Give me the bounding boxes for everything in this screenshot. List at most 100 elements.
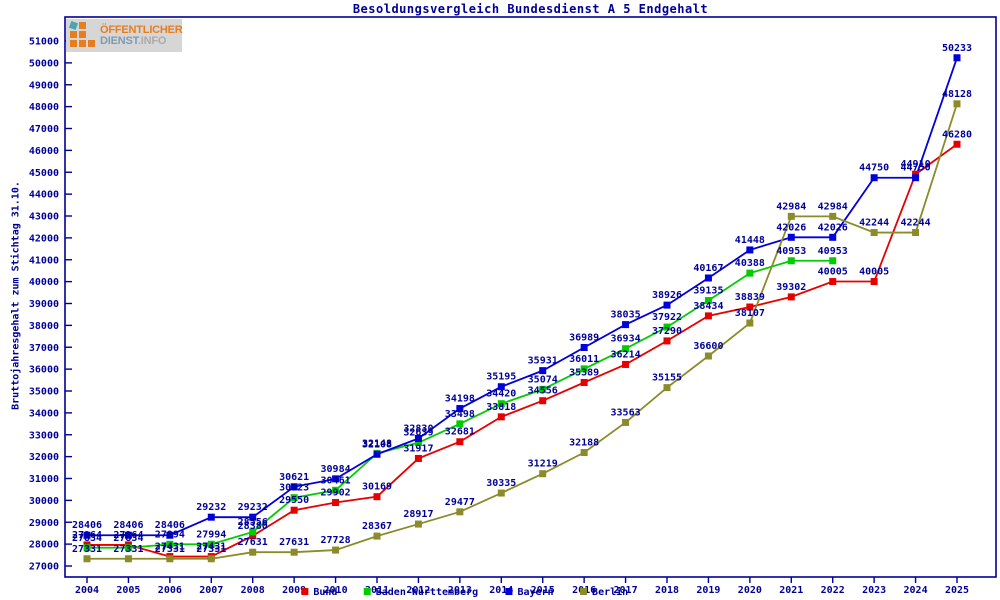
- x-tick-label: 2015: [531, 585, 555, 596]
- point-Bayern-2020: [746, 246, 754, 254]
- point-Baden-Württemberg-2004: [83, 544, 91, 552]
- point-label-Berlin-2011: 28367: [362, 521, 392, 532]
- point-label-Bund-2010: 29902: [321, 488, 351, 499]
- point-Bayern-2016: [580, 343, 588, 351]
- point-label-Bayern-2009: 30621: [279, 472, 309, 483]
- point-Berlin-2024: [912, 229, 920, 237]
- y-tick-label: 39000: [29, 299, 59, 310]
- point-label-Bund-2005: 27964: [113, 530, 143, 541]
- point-label-Bayern-2019: 40167: [693, 263, 723, 274]
- point-label-Bund-2009: 29550: [279, 495, 309, 506]
- legend-marker-Bayern: [505, 588, 513, 595]
- point-Berlin-2012: [414, 520, 422, 528]
- point-label-Bayern-2004: 28406: [72, 520, 102, 531]
- plot-border: [64, 16, 997, 578]
- point-Bayern-2025: [953, 54, 961, 62]
- point-Berlin-2015: [539, 470, 547, 478]
- x-tick-label: 2009: [282, 585, 306, 596]
- logo-square-icon: [79, 40, 86, 47]
- point-label-Bund-2008: 28380: [238, 521, 268, 532]
- x-tick-label: 2022: [821, 585, 845, 596]
- x-tick-label: 2004: [75, 585, 99, 596]
- point-label-Bayern-2020: 41448: [735, 235, 765, 246]
- point-label-Bayern-2007: 29232: [196, 502, 226, 513]
- point-label-Baden-Württemberg-2007: 27994: [196, 529, 226, 540]
- point-Bayern-2009: [290, 483, 298, 491]
- point-Baden-Württemberg-2010: [332, 486, 340, 494]
- point-label-Baden-Württemberg-2014: 34420: [486, 389, 516, 400]
- point-Baden-Württemberg-2014: [497, 400, 505, 408]
- point-label-Baden-Württemberg-2010: 30461: [321, 475, 351, 486]
- point-Bayern-2018: [663, 301, 671, 309]
- point-Bund-2016: [580, 378, 588, 386]
- line-Bayern: [87, 57, 958, 537]
- logo-text-info: .INFO: [137, 34, 167, 47]
- point-label-Baden-Württemberg-2020: 40388: [735, 258, 765, 269]
- legend-marker-Bund: [301, 588, 309, 595]
- legend-label-Bayern: Bayern: [517, 587, 553, 598]
- y-tick-label: 36000: [29, 365, 59, 376]
- point-Berlin-2005: [124, 555, 132, 563]
- point-label-Berlin-2004: 27331: [72, 544, 102, 555]
- point-label-Berlin-2006: 27331: [155, 544, 185, 555]
- point-label-Bund-2017: 36214: [611, 349, 641, 360]
- point-label-Berlin-2020: 38107: [735, 308, 765, 319]
- point-Bayern-2017: [622, 321, 630, 329]
- point-label-Berlin-2021: 42984: [776, 201, 806, 212]
- point-label-Baden-Württemberg-2017: 36934: [611, 334, 641, 345]
- y-tick-label: 27000: [29, 562, 59, 573]
- point-Berlin-2009: [290, 548, 298, 556]
- line-Bund: [87, 143, 958, 558]
- y-tick-label: 30000: [29, 496, 59, 507]
- point-Berlin-2025: [953, 100, 961, 108]
- point-label-Baden-Württemberg-2022: 40953: [818, 246, 848, 257]
- point-Baden-Württemberg-2013: [456, 420, 464, 428]
- line-Berlin: [87, 103, 958, 560]
- point-Baden-Württemberg-2020: [746, 269, 754, 277]
- logo-diamond-icon: [69, 21, 78, 30]
- y-tick-label: 42000: [29, 233, 59, 244]
- point-Bund-2018: [663, 337, 671, 345]
- point-Bund-2019: [704, 312, 712, 320]
- point-label-Berlin-2009: 27631: [279, 537, 309, 548]
- point-label-Berlin-2012: 28917: [403, 509, 433, 520]
- point-Baden-Württemberg-2016: [580, 365, 588, 373]
- point-Bund-2008: [249, 532, 257, 540]
- point-Bund-2022: [829, 278, 837, 286]
- point-label-Baden-Württemberg-2018: 37922: [652, 312, 682, 323]
- y-tick-label: 50000: [29, 58, 59, 69]
- x-tick-label: 2006: [158, 585, 182, 596]
- point-Berlin-2011: [373, 532, 381, 540]
- point-Berlin-2021: [787, 212, 795, 220]
- point-label-Baden-Württemberg-2013: 33498: [445, 409, 475, 420]
- point-Baden-Württemberg-2021: [787, 257, 795, 265]
- x-tick-label: 2024: [904, 585, 928, 596]
- point-label-Bayern-2006: 28406: [155, 520, 185, 531]
- legend-marker-Baden-Württemberg: [363, 588, 371, 595]
- point-label-Berlin-2007: 27331: [196, 544, 226, 555]
- y-tick-label: 33000: [29, 430, 59, 441]
- point-label-Bayern-2018: 38926: [652, 290, 682, 301]
- point-label-Baden-Württemberg-2004: 27834: [72, 533, 102, 544]
- y-tick-label: 28000: [29, 540, 59, 551]
- point-Bund-2021: [787, 293, 795, 301]
- point-Baden-Württemberg-2007: [207, 540, 215, 548]
- point-Bayern-2011: [373, 450, 381, 458]
- y-tick-label: 44000: [29, 190, 59, 201]
- logo-square-icon: [79, 22, 86, 29]
- point-label-Bund-2022: 40005: [818, 267, 848, 278]
- y-tick-label: 45000: [29, 168, 59, 179]
- point-Bund-2015: [539, 397, 547, 405]
- point-label-Baden-Württemberg-2005: 27834: [113, 533, 143, 544]
- point-Baden-Württemberg-2006: [166, 540, 174, 548]
- point-Bayern-2004: [83, 531, 91, 539]
- point-label-Bund-2012: 31917: [403, 443, 433, 454]
- point-label-Berlin-2025: 48128: [942, 89, 972, 100]
- point-Bayern-2024: [912, 174, 920, 182]
- point-Bayern-2023: [870, 174, 878, 182]
- point-Bayern-2014: [497, 383, 505, 391]
- point-label-Berlin-2008: 27631: [238, 537, 268, 548]
- point-Bayern-2005: [124, 531, 132, 539]
- oeffentlicher-dienst-logo[interactable]: ÖFFENTLICHER DIENST.INFO: [66, 19, 183, 52]
- point-label-Bund-2015: 34556: [528, 386, 558, 397]
